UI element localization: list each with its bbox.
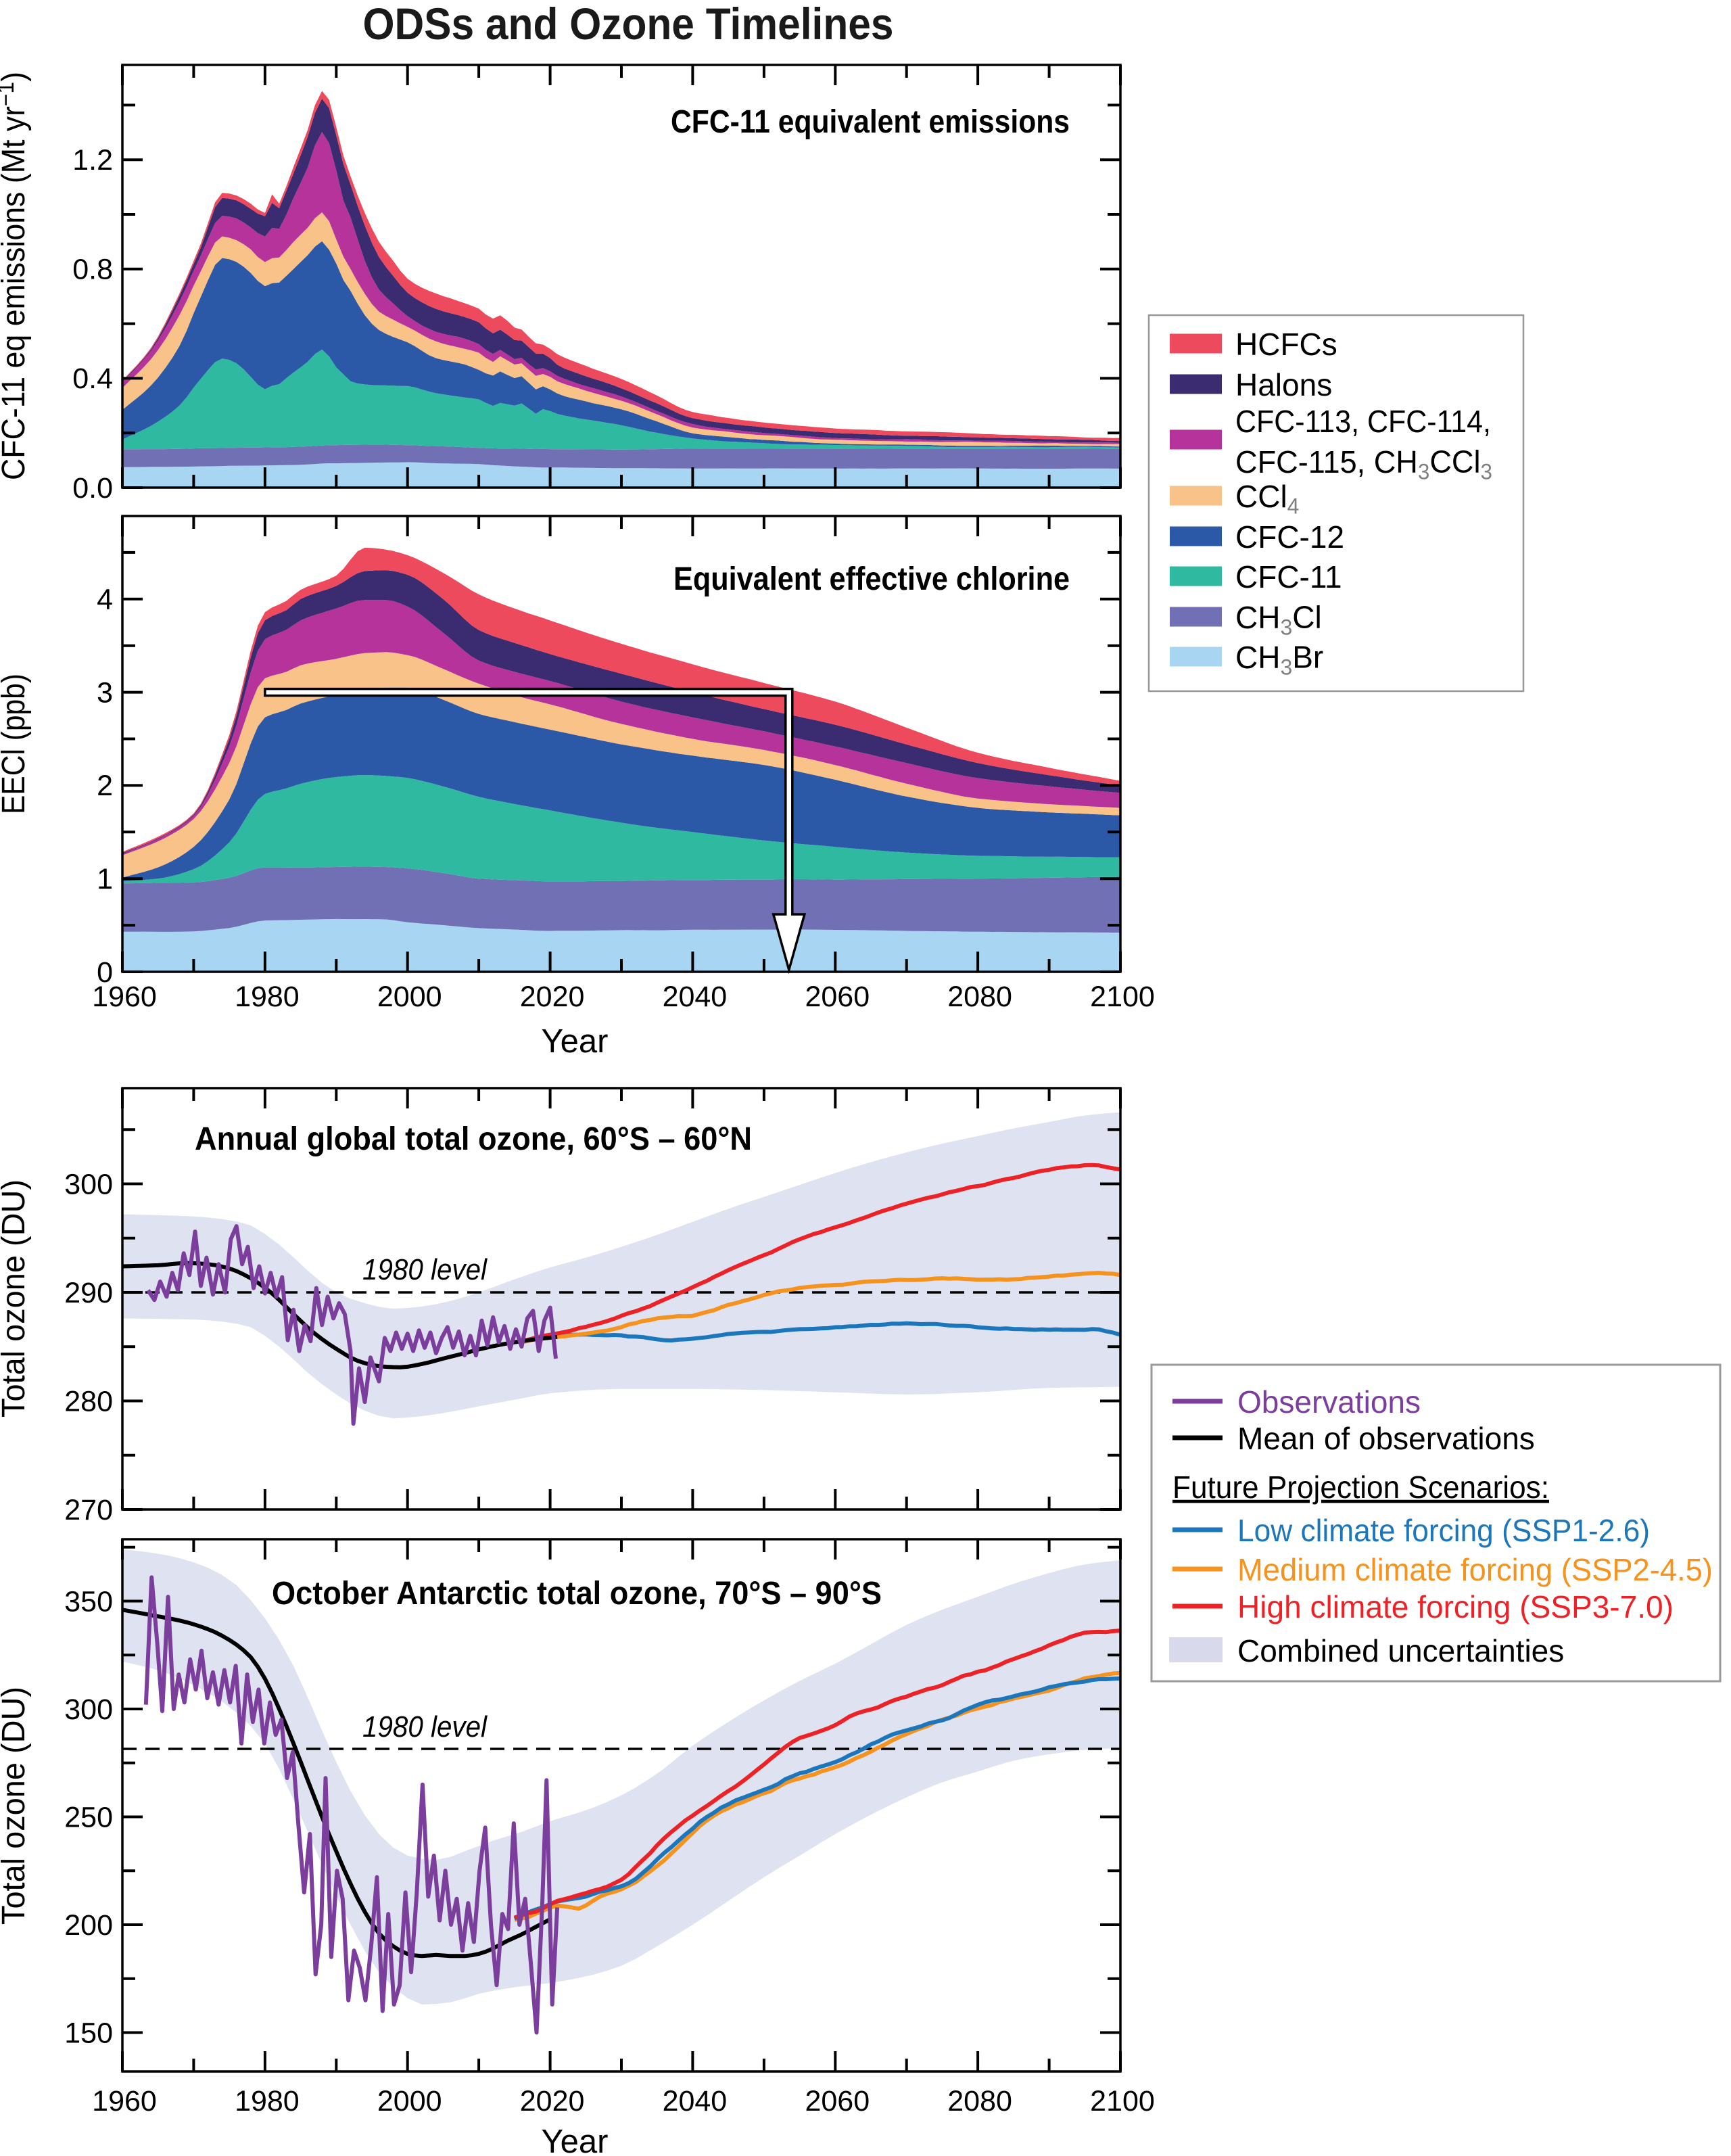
svg-text:ODSs and Ozone Timelines: ODSs and Ozone Timelines — [363, 0, 894, 49]
svg-text:1960: 1960 — [92, 981, 157, 1013]
svg-text:2060: 2060 — [805, 981, 870, 1013]
svg-text:CH3Br: CH3Br — [1235, 640, 1323, 680]
svg-text:CFC-115, CH3CCl3: CFC-115, CH3CCl3 — [1235, 444, 1492, 484]
svg-text:0.8: 0.8 — [72, 254, 113, 286]
svg-text:Mean of observations: Mean of observations — [1237, 1421, 1535, 1456]
svg-text:Low climate forcing (SSP1-2.6): Low climate forcing (SSP1-2.6) — [1237, 1513, 1650, 1548]
svg-text:1980: 1980 — [235, 2085, 300, 2117]
svg-text:Equivalent effective chlorine: Equivalent effective chlorine — [673, 561, 1070, 597]
svg-text:CFC-11 equivalent emissions: CFC-11 equivalent emissions — [671, 104, 1070, 140]
svg-text:Halons: Halons — [1235, 367, 1332, 402]
svg-text:EECl (ppb): EECl (ppb) — [0, 674, 32, 814]
svg-text:Annual global total ozone, 60°: Annual global total ozone, 60°S – 60°N — [195, 1121, 752, 1157]
svg-text:280: 280 — [64, 1385, 113, 1417]
svg-text:2100: 2100 — [1090, 2085, 1155, 2117]
svg-text:2100: 2100 — [1090, 981, 1155, 1013]
svg-text:Medium climate forcing (SSP2-4: Medium climate forcing (SSP2-4.5) — [1237, 1552, 1713, 1587]
svg-text:200: 200 — [64, 1909, 113, 1942]
svg-text:2040: 2040 — [663, 981, 728, 1013]
svg-text:CFC-12: CFC-12 — [1235, 519, 1344, 555]
svg-text:350: 350 — [64, 1585, 113, 1618]
svg-text:270: 270 — [64, 1494, 113, 1526]
svg-text:CFC-113, CFC-114,: CFC-113, CFC-114, — [1235, 404, 1491, 439]
svg-text:0.0: 0.0 — [72, 472, 113, 505]
svg-text:1.2: 1.2 — [72, 144, 113, 177]
svg-text:Total ozone (DU): Total ozone (DU) — [0, 1687, 32, 1925]
svg-text:250: 250 — [64, 1801, 113, 1833]
svg-text:October Antarctic total ozone,: October Antarctic total ozone, 70°S – 90… — [272, 1576, 882, 1612]
svg-text:HCFCs: HCFCs — [1235, 327, 1337, 362]
svg-text:300: 300 — [64, 1693, 113, 1726]
svg-text:1: 1 — [97, 863, 113, 895]
svg-text:150: 150 — [64, 2017, 113, 2049]
svg-text:2080: 2080 — [947, 981, 1012, 1013]
svg-text:Year: Year — [541, 1023, 608, 1060]
svg-text:2020: 2020 — [520, 981, 585, 1013]
svg-text:2000: 2000 — [377, 981, 442, 1013]
svg-text:CFC-11: CFC-11 — [1235, 559, 1342, 594]
svg-text:CFC-11 eq emissions (Mt yr−1): CFC-11 eq emissions (Mt yr−1) — [0, 72, 32, 480]
svg-text:Observations: Observations — [1237, 1384, 1421, 1420]
svg-text:Total ozone (DU): Total ozone (DU) — [0, 1179, 32, 1417]
svg-text:2020: 2020 — [520, 2085, 585, 2117]
svg-text:CH3Cl: CH3Cl — [1235, 600, 1322, 640]
svg-text:2080: 2080 — [947, 2085, 1012, 2117]
svg-text:1980: 1980 — [235, 981, 300, 1013]
svg-text:1960: 1960 — [92, 2085, 157, 2117]
svg-text:290: 290 — [64, 1277, 113, 1309]
svg-text:2040: 2040 — [663, 2085, 728, 2117]
svg-text:1980 level: 1980 level — [362, 1710, 488, 1743]
svg-text:2: 2 — [97, 770, 113, 802]
svg-text:Combined uncertainties: Combined uncertainties — [1237, 1633, 1564, 1668]
svg-text:0.4: 0.4 — [72, 362, 113, 395]
svg-text:3: 3 — [97, 676, 113, 709]
svg-text:4: 4 — [97, 584, 113, 616]
svg-text:300: 300 — [64, 1168, 113, 1200]
svg-text:High climate forcing (SSP3-7.0: High climate forcing (SSP3-7.0) — [1237, 1589, 1674, 1624]
svg-text:2060: 2060 — [805, 2085, 870, 2117]
svg-text:Future Projection Scenarios:: Future Projection Scenarios: — [1172, 1470, 1549, 1505]
svg-text:0: 0 — [97, 956, 113, 989]
svg-text:2000: 2000 — [377, 2085, 442, 2117]
svg-text:Year: Year — [541, 2124, 608, 2156]
svg-text:1980 level: 1980 level — [362, 1253, 488, 1286]
